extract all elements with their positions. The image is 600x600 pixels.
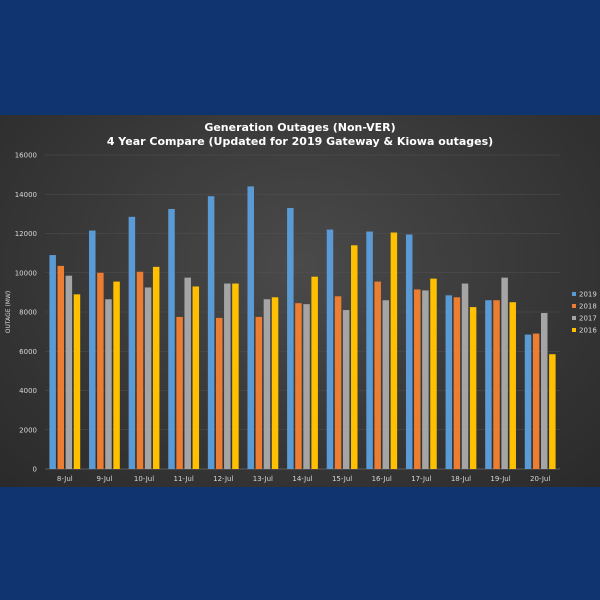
bar-2018-12-Jul (215, 317, 223, 469)
bar-2018-18-Jul (453, 297, 461, 469)
bar-2018-8-Jul (57, 265, 65, 469)
grid-lines (45, 154, 560, 470)
bar-2017-18-Jul (461, 283, 469, 469)
bar-2016-17-Jul (430, 278, 437, 469)
y-axis-label: OUTAGE (MW) (5, 291, 12, 333)
x-tick-label: 12-Jul (213, 475, 233, 483)
bar-2018-16-Jul (374, 281, 381, 469)
bar-2016-10-Jul (152, 266, 160, 469)
x-tick-label: 20-Jul (530, 475, 550, 483)
bar-2017-12-Jul (224, 283, 231, 469)
x-tick-label: 9-Jul (97, 475, 113, 483)
bar-2017-9-Jul (105, 299, 112, 469)
bar-2017-19-Jul (501, 277, 508, 469)
x-tick-label: 14-Jul (292, 475, 312, 483)
bar-2016-12-Jul (232, 283, 239, 469)
bar-2017-16-Jul (382, 300, 390, 469)
x-tick-label: 10-Jul (134, 475, 154, 483)
bar-2019-8-Jul (49, 255, 56, 469)
y-tick-label: 4000 (19, 387, 37, 395)
bar-2016-15-Jul (351, 245, 358, 469)
legend: 2019 2018 2017 2016 (572, 291, 597, 335)
y-tick-label: 2000 (19, 426, 37, 434)
bar-2017-8-Jul (65, 275, 73, 469)
legend-swatch (572, 292, 576, 296)
bar-2016-11-Jul (192, 286, 200, 469)
bar-2017-15-Jul (342, 310, 350, 469)
bar-2019-12-Jul (207, 196, 215, 469)
x-tick-label: 8-Jul (57, 475, 73, 483)
bar-2016-8-Jul (73, 294, 81, 469)
bar-2019-9-Jul (89, 230, 96, 469)
bar-2016-13-Jul (271, 297, 279, 469)
x-tick-label: 11-Jul (174, 475, 194, 483)
bar-2017-20-Jul (540, 312, 548, 469)
bar-2016-18-Jul (469, 307, 477, 469)
x-tick-labels: 8-Jul 9-Jul 10-Jul 11-Jul 12-Jul 13-Jul 14-Jul… (57, 475, 550, 483)
bar-2018-20-Jul (532, 333, 540, 469)
bar-2018-11-Jul (176, 316, 183, 469)
bars (49, 186, 556, 470)
bar-2019-20-Jul (524, 334, 532, 469)
bar-2019-15-Jul (326, 229, 334, 469)
legend-label: 2018 (579, 303, 597, 311)
bar-2017-17-Jul (422, 290, 429, 469)
bar-2017-14-Jul (303, 304, 310, 469)
bar-2019-17-Jul (405, 234, 413, 469)
legend-swatch (572, 316, 576, 320)
bar-2019-13-Jul (247, 186, 254, 469)
bar-2018-9-Jul (97, 272, 104, 469)
bar-2018-13-Jul (255, 316, 263, 469)
x-tick-label: 17-Jul (411, 475, 431, 483)
x-tick-label: 15-Jul (332, 475, 352, 483)
bar-2018-19-Jul (493, 300, 500, 469)
y-tick-label: 8000 (19, 309, 37, 317)
y-tick-label: 12000 (15, 230, 37, 238)
x-tick-label: 16-Jul (372, 475, 392, 483)
legend-swatch (572, 304, 576, 308)
bar-2016-16-Jul (390, 232, 398, 469)
bar-2019-16-Jul (366, 231, 373, 469)
y-tick-label: 10000 (15, 269, 37, 277)
bar-2016-19-Jul (509, 302, 516, 469)
legend-label: 2019 (579, 291, 597, 299)
chart-subtitle: 4 Year Compare (Updated for 2019 Gateway… (107, 135, 493, 148)
legend-label: 2016 (579, 327, 597, 335)
bar-2019-14-Jul (287, 207, 294, 470)
x-tick-label: 19-Jul (490, 475, 510, 483)
bar-2016-14-Jul (311, 276, 318, 469)
bar-2019-19-Jul (485, 300, 492, 469)
y-tick-label: 16000 (15, 152, 37, 160)
bar-2019-10-Jul (128, 216, 136, 469)
chart-title: Generation Outages (Non-VER) (204, 121, 395, 134)
bar-2017-10-Jul (144, 287, 152, 469)
bar-2018-17-Jul (414, 289, 421, 469)
bar-2018-10-Jul (136, 271, 144, 469)
legend-swatch (572, 328, 576, 332)
bar-2018-14-Jul (295, 303, 302, 469)
bar-2017-11-Jul (184, 277, 191, 469)
bar-2016-20-Jul (549, 354, 556, 469)
y-tick-label: 14000 (15, 191, 37, 199)
bar-2016-9-Jul (113, 281, 120, 469)
bar-chart: Generation Outages (Non-VER) 4 Year Comp… (5, 121, 597, 483)
bar-2017-13-Jul (263, 299, 271, 469)
x-tick-label: 18-Jul (451, 475, 471, 483)
y-tick-labels: 0 2000 4000 6000 8000 10000 12000 14000 16000 (15, 152, 37, 474)
bar-2019-11-Jul (168, 208, 175, 469)
legend-label: 2017 (579, 315, 597, 323)
x-tick-label: 13-Jul (253, 475, 273, 483)
chart-panel: Generation Outages (Non-VER) 4 Year Comp… (0, 115, 600, 487)
y-tick-label: 6000 (19, 348, 37, 356)
bar-2019-18-Jul (445, 295, 453, 469)
bar-2018-15-Jul (334, 296, 342, 469)
y-tick-label: 0 (33, 466, 37, 474)
